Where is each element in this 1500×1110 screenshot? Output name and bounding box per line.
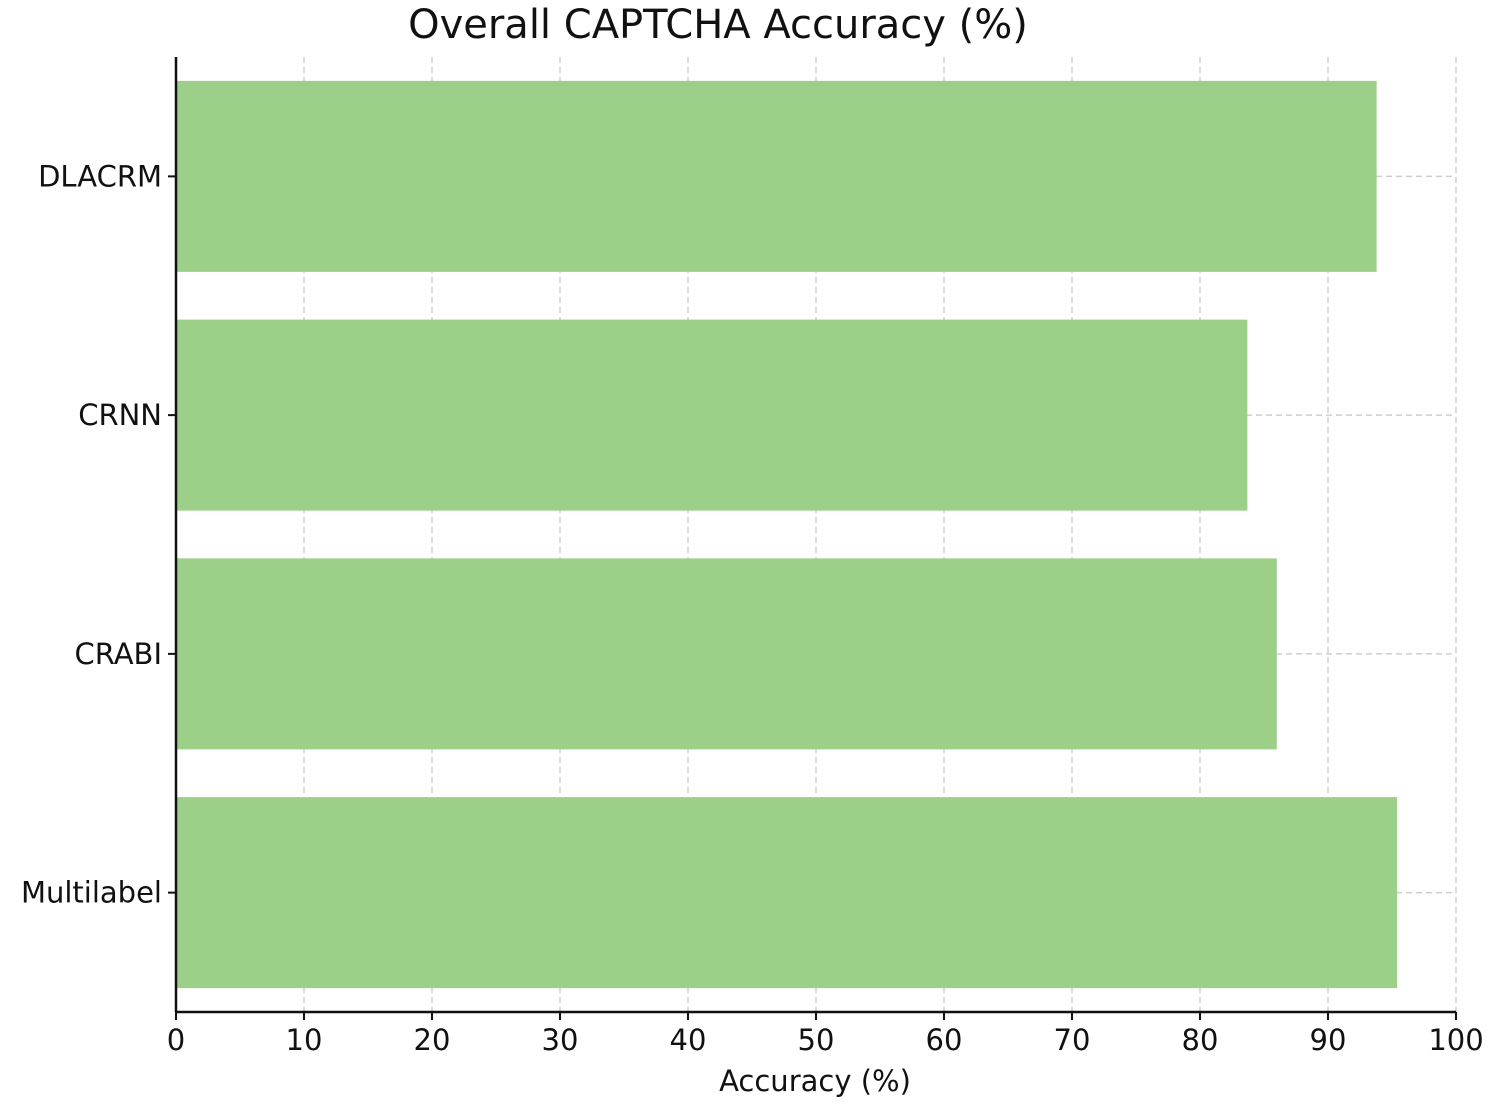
axes-layer [168,57,1457,1020]
x-tick-label: 100 [1428,1023,1483,1057]
chart-title: Overall CAPTCHA Accuracy (%) [408,2,1028,48]
x-tick-label: 70 [1054,1023,1091,1057]
y-tick-label: DLACRM [38,159,162,193]
bar-dlacrm [176,80,1377,272]
bars-layer [176,80,1398,989]
labels-layer: DLACRM CRNN CRABI Multilabel 0 10 20 30 40 50 60 70… [21,159,1484,1057]
bar-crabi [176,558,1277,750]
y-tick-label: Multilabel [21,876,162,910]
x-tick-label: 60 [926,1023,963,1057]
x-tick-label: 10 [286,1023,323,1057]
x-axis-label: Accuracy (%) [719,1064,911,1098]
bar-crnn [176,319,1248,511]
x-tick-label: 40 [670,1023,707,1057]
x-tick-label: 0 [167,1023,185,1057]
x-tick-label: 20 [414,1023,451,1057]
x-tick-label: 80 [1182,1023,1219,1057]
x-tick-label: 90 [1310,1023,1347,1057]
y-tick-label: CRABI [74,637,162,671]
x-tick-label: 30 [542,1023,579,1057]
bar-multilabel [176,797,1398,989]
y-tick-label: CRNN [78,398,162,432]
x-tick-label: 50 [798,1023,835,1057]
